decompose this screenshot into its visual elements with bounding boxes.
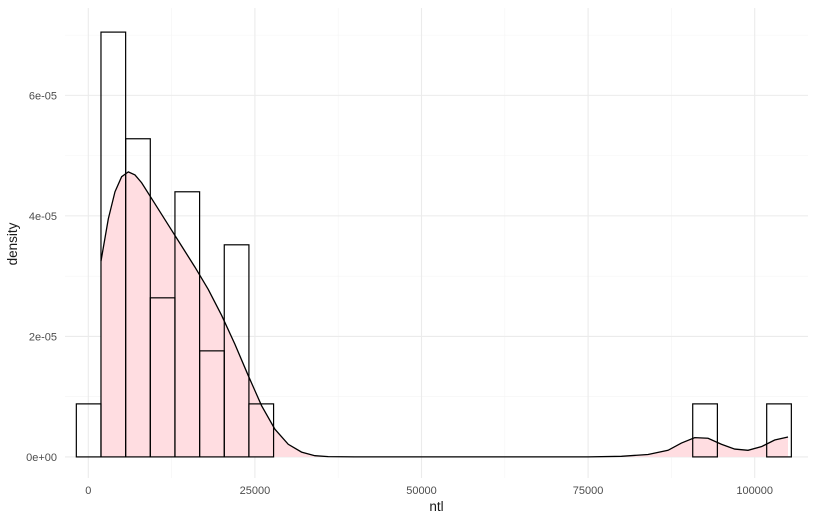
x-axis-title: ntl xyxy=(429,499,443,514)
histogram-bars xyxy=(75,31,792,458)
x-tick-label: 50000 xyxy=(406,485,437,497)
histogram-bar xyxy=(174,191,201,458)
x-tick-label: 25000 xyxy=(240,485,271,497)
y-axis-tick-labels: 0e+00 2e-05 4e-05 6e-05 xyxy=(26,90,57,464)
histogram-bar xyxy=(223,244,250,458)
density-curve-layer xyxy=(100,171,789,458)
y-tick-label: 6e-05 xyxy=(29,90,57,102)
x-axis-tick-labels: 0 25000 50000 75000 100000 xyxy=(85,485,773,497)
y-tick-label: 4e-05 xyxy=(29,211,57,223)
histogram-bar xyxy=(692,403,718,458)
y-tick-label: 0e+00 xyxy=(26,452,57,464)
x-tick-label: 100000 xyxy=(736,485,773,497)
y-tick-label: 2e-05 xyxy=(29,331,57,343)
x-tick-label: 75000 xyxy=(573,485,604,497)
density-curve xyxy=(100,171,789,458)
density-area xyxy=(100,171,789,457)
y-axis-title: density xyxy=(5,222,20,265)
density-fill-layer xyxy=(100,171,789,457)
histogram-bar xyxy=(766,403,792,458)
x-tick-label: 0 xyxy=(85,485,91,497)
